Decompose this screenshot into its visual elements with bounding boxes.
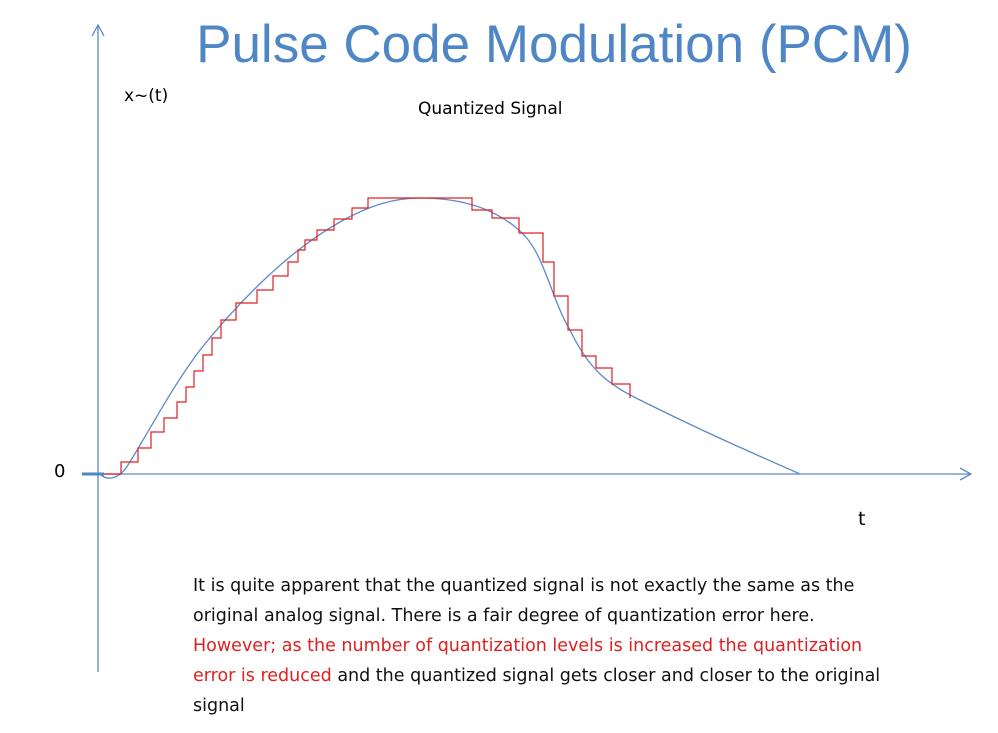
y-axis-arrow (91, 23, 105, 37)
quantized-signal-staircase (104, 197, 631, 475)
explanation-paragraph: It is quite apparent that the quantized … (193, 571, 883, 721)
explanation-part-3: and the quantized signal gets closer and… (193, 666, 881, 716)
x-axis-label: t (858, 508, 866, 530)
zero-label: 0 (54, 461, 66, 482)
page-title: Pulse Code Modulation (PCM) (196, 15, 912, 74)
analog-signal-curve (99, 197, 801, 479)
explanation-highlight: However; as the number of quantization l… (193, 636, 863, 686)
x-axis-arrow (959, 467, 973, 481)
y-axis-label: x~(t) (124, 86, 169, 106)
explanation-part-1: It is quite apparent that the quantized … (193, 576, 855, 626)
figure-caption: Quantized Signal (418, 99, 563, 119)
